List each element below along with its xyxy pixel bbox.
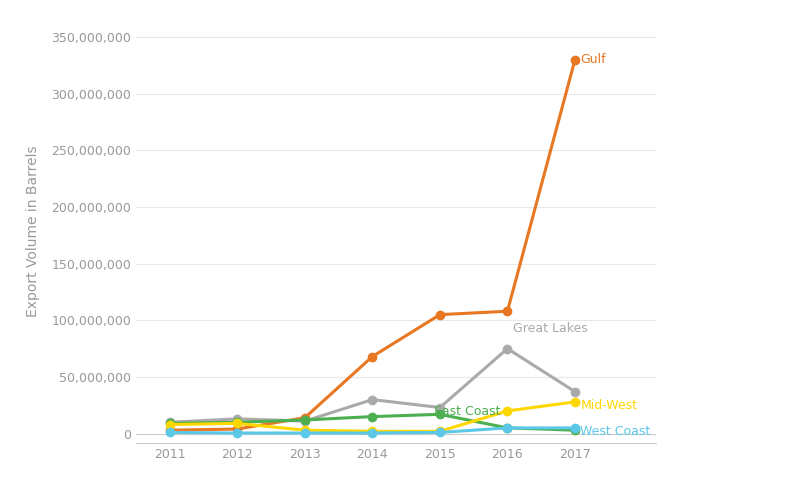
Text: Great Lakes: Great Lakes: [513, 322, 587, 334]
Text: Mid-West: Mid-West: [580, 399, 638, 412]
Text: West Coast: West Coast: [580, 426, 650, 439]
Text: Gulf: Gulf: [580, 53, 606, 66]
Y-axis label: Export Volume in Barrels: Export Volume in Barrels: [26, 145, 40, 317]
Text: East Coast: East Coast: [434, 405, 501, 418]
